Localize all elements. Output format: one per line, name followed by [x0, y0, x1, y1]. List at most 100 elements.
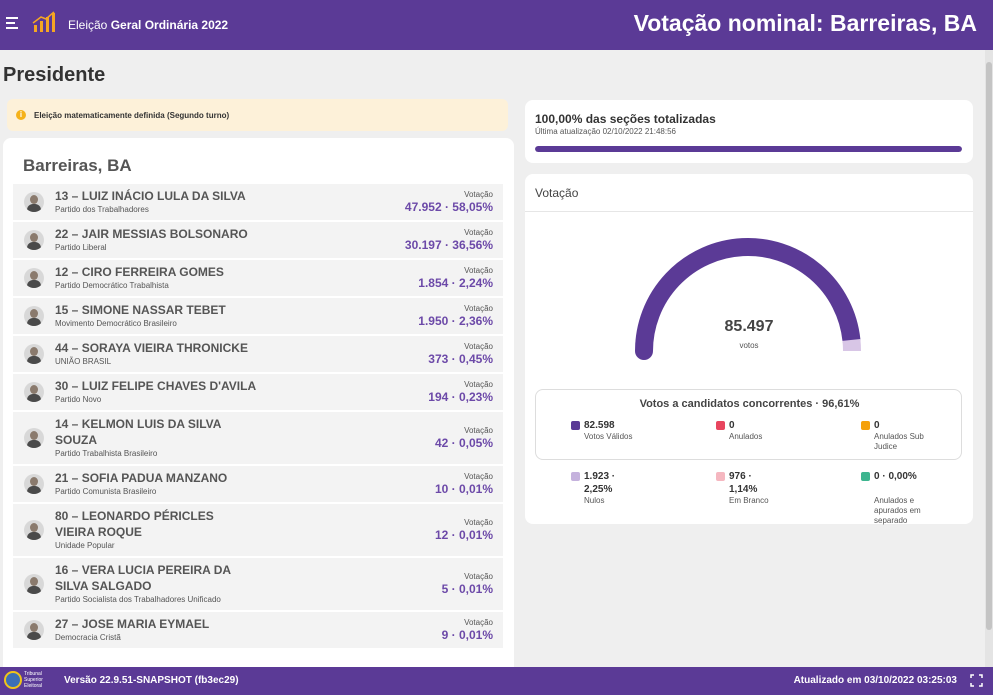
legend-label: Anulados Sub Judice: [874, 432, 924, 451]
office-title: Presidente: [3, 64, 106, 86]
legend-value: 0: [874, 420, 880, 431]
candidate-avatar: [24, 344, 44, 364]
vote-value: 194 · 0,23%: [428, 390, 493, 404]
vote-label: Votação: [464, 304, 493, 313]
candidate-row[interactable]: 12 – CIRO FERREIRA GOMES Partido Democrát…: [13, 260, 503, 296]
candidate-name: 21 – SOFIA PADUA MANZANO: [55, 471, 228, 485]
candidate-avatar: [24, 474, 44, 494]
vote-value: 12 · 0,01%: [434, 528, 493, 542]
legend-value: 976 · 1,14%: [729, 471, 758, 495]
status-alert: i Eleição matematicamente definida (Segu…: [7, 99, 508, 131]
divider: [525, 211, 973, 212]
vote-value: 47.952 · 58,05%: [404, 200, 493, 214]
candidate-row[interactable]: 21 – SOFIA PADUA MANZANO Partido Comunist…: [13, 466, 503, 502]
candidate-avatar: [24, 268, 44, 288]
last-updated: Atualizado em 03/10/2022 03:25:03: [793, 675, 957, 686]
gauge-valid-arc: [635, 238, 861, 360]
votes-gauge: [635, 238, 861, 360]
votes-card-title: Votação: [535, 186, 579, 200]
candidate-name: 44 – SORAYA VIEIRA THRONICKE: [55, 341, 248, 355]
candidate-avatar: [24, 306, 44, 326]
candidate-party: Movimento Democrático Brasileiro: [55, 319, 177, 328]
legend-label: Votos Válidos: [584, 432, 633, 441]
footer-org: Tribunal Superior Eleitoral: [24, 671, 43, 689]
legend-label: Anulados e apurados em separado: [874, 496, 921, 525]
candidate-name: 30 – LUIZ FELIPE CHAVES D'AVILA: [55, 379, 257, 393]
vote-value: 9 · 0,01%: [441, 628, 493, 642]
vote-value: 1.854 · 2,24%: [418, 276, 493, 290]
vote-value: 5 · 0,01%: [441, 582, 493, 596]
vote-label: Votação: [464, 190, 493, 199]
candidate-row[interactable]: 15 – SIMONE NASSAR TEBET Movimento Democr…: [13, 298, 503, 334]
progress-updated: Última atualização 02/10/2022 21:48:56: [535, 127, 676, 136]
candidate-party: Democracia Cristã: [55, 633, 121, 642]
candidate-name: 12 – CIRO FERREIRA GOMES: [55, 265, 224, 279]
page-scrollbar[interactable]: [985, 50, 993, 667]
vote-label: Votação: [464, 618, 493, 627]
candidate-party: Partido Democrático Trabalhista: [55, 281, 169, 290]
candidate-row[interactable]: 16 – VERA LUCIA PEREIRA DA SILVA SALGADO…: [13, 558, 503, 610]
candidate-row[interactable]: 80 – LEONARDO PÉRICLES VIEIRA ROQUE Unida…: [13, 504, 503, 556]
legend-swatch: [716, 472, 725, 481]
candidate-row[interactable]: 22 – JAIR MESSIAS BOLSONARO Partido Liber…: [13, 222, 503, 258]
candidate-avatar: [24, 520, 44, 540]
candidate-party: Partido Socialista dos Trabalhadores Uni…: [55, 595, 221, 604]
vote-label: Votação: [464, 342, 493, 351]
city-title: Barreiras, BA: [23, 156, 132, 175]
candidate-party: Partido Liberal: [55, 243, 107, 252]
progress-title: 100,00% das seções totalizadas: [535, 112, 716, 126]
vote-value: 373 · 0,45%: [428, 352, 493, 366]
tse-logo: [4, 671, 22, 689]
candidates-panel: Barreiras, BA 13 – LUIZ INÁCIO LULA DA S…: [3, 138, 514, 678]
legend-value: 0: [729, 420, 735, 431]
candidate-name: 14 – KELMON LUIS DA SILVA SOUZA: [55, 417, 222, 447]
candidate-row[interactable]: 30 – LUIZ FELIPE CHAVES D'AVILA Partido N…: [13, 374, 503, 410]
top-bar: Eleição Geral Ordinária 2022 Votação nom…: [0, 0, 993, 50]
hamburger-menu-icon[interactable]: [6, 17, 20, 31]
candidate-name: 13 – LUIZ INÁCIO LULA DA SILVA: [55, 189, 246, 203]
footer: Tribunal Superior Eleitoral Versão 22.9.…: [0, 667, 993, 695]
app-title-prefix: Eleição: [68, 18, 111, 32]
vote-label: Votação: [464, 518, 493, 527]
candidate-row[interactable]: 27 – JOSE MARIA EYMAEL Democracia Cristã V…: [13, 612, 503, 648]
totalization-progress-card: 100,00% das seções totalizadas Última at…: [525, 100, 973, 163]
legend-value: 82.598: [584, 420, 615, 431]
candidate-party: Unidade Popular: [55, 541, 115, 550]
legend-swatch: [571, 421, 580, 430]
page-heading: Votação nominal: Barreiras, BA: [633, 10, 977, 36]
fullscreen-icon[interactable]: [970, 674, 983, 687]
app-title: Eleição Geral Ordinária 2022: [68, 18, 228, 32]
app-version: Versão 22.9.51-SNAPSHOT (fb3ec29): [64, 675, 239, 686]
candidate-name: 15 – SIMONE NASSAR TEBET: [55, 303, 226, 317]
legend-value: 1.923 · 2,25%: [584, 471, 616, 495]
scrollbar-thumb[interactable]: [986, 62, 992, 630]
vote-label: Votação: [464, 426, 493, 435]
candidate-party: Partido Comunista Brasileiro: [55, 487, 157, 496]
candidate-party: Partido dos Trabalhadores: [55, 205, 149, 214]
vote-label: Votação: [464, 228, 493, 237]
candidate-list: 13 – LUIZ INÁCIO LULA DA SILVA Partido do…: [13, 184, 503, 650]
vote-value: 30.197 · 36,56%: [404, 238, 493, 252]
candidate-name: 80 – LEONARDO PÉRICLES VIEIRA ROQUE: [55, 509, 214, 539]
candidate-name: 27 – JOSE MARIA EYMAEL: [55, 617, 210, 631]
candidate-avatar: [24, 382, 44, 402]
vote-label: Votação: [464, 380, 493, 389]
candidate-name: 16 – VERA LUCIA PEREIRA DA SILVA SALGADO: [55, 563, 231, 593]
legend-value: 0 · 0,00%: [874, 471, 917, 482]
app-title-bold: Geral Ordinária 2022: [110, 18, 229, 32]
total-votes-label: votos: [739, 341, 759, 350]
candidate-row[interactable]: 14 – KELMON LUIS DA SILVA SOUZA Partido T…: [13, 412, 503, 464]
breakdown-box: Votos a candidatos concorrentes · 96,61%: [535, 389, 962, 460]
vote-label: Votação: [464, 572, 493, 581]
info-icon: i: [16, 110, 26, 120]
candidate-name: 22 – JAIR MESSIAS BOLSONARO: [55, 227, 248, 241]
candidate-party: Partido Novo: [55, 395, 102, 404]
candidate-row[interactable]: 13 – LUIZ INÁCIO LULA DA SILVA Partido do…: [13, 184, 503, 220]
candidate-avatar: [24, 192, 44, 212]
candidate-row[interactable]: 44 – SORAYA VIEIRA THRONICKE UNIÃO BRASIL…: [13, 336, 503, 372]
legend-swatch: [716, 421, 725, 430]
votes-card: Votação 85.497 votos Votos a candidatos …: [525, 174, 973, 525]
gauge-other-arc: [842, 338, 861, 352]
progress-bar-fill: [535, 146, 962, 152]
total-votes: 85.497: [724, 318, 774, 335]
